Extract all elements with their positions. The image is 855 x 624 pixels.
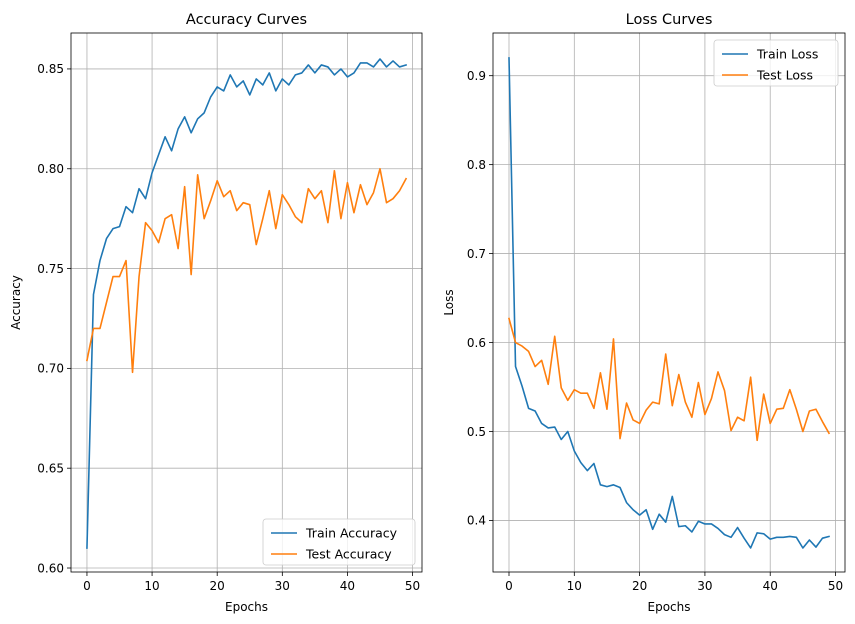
series-line-train-loss xyxy=(508,57,830,549)
accuracy-y-tick-label: 0.65 xyxy=(37,461,64,475)
loss-y-tick-label: 0.4 xyxy=(467,514,486,528)
accuracy-y-tick-label: 0.70 xyxy=(37,362,64,376)
accuracy-legend-box xyxy=(262,518,416,566)
accuracy-grid xyxy=(71,33,422,572)
loss-x-ticks: 0 10 20 30 40 50 xyxy=(505,572,843,593)
loss-y-axis-label: Loss xyxy=(442,289,456,315)
loss-y-ticks: 0.4 0.5 0.6 0.7 0.8 0.9 xyxy=(467,69,493,528)
accuracy-y-ticks: 0.60 0.65 0.70 0.75 0.80 0.85 xyxy=(37,62,71,575)
loss-grid xyxy=(493,33,845,572)
accuracy-plot-frame xyxy=(70,32,423,573)
legend-label-train-accuracy: Train Accuracy xyxy=(305,526,398,541)
accuracy-y-tick-label: 0.75 xyxy=(37,262,64,276)
loss-y-tick-label: 0.9 xyxy=(467,69,486,83)
accuracy-x-tick-label: 10 xyxy=(144,579,159,593)
accuracy-x-tick-label: 20 xyxy=(210,579,225,593)
accuracy-y-tick-label: 0.80 xyxy=(37,162,64,176)
loss-y-tick-label: 0.7 xyxy=(467,247,486,261)
loss-x-tick-label: 10 xyxy=(567,579,582,593)
series-line-test-accuracy xyxy=(86,167,408,374)
accuracy-legend: Train Accuracy Test Accuracy xyxy=(262,518,416,566)
accuracy-y-axis-label: Accuracy xyxy=(9,275,23,330)
loss-series-lines xyxy=(508,57,831,549)
legend-label-test-accuracy: Test Accuracy xyxy=(305,547,392,562)
legend-label-train-loss: Train Loss xyxy=(756,47,818,62)
accuracy-x-ticks: 0 10 20 30 40 50 xyxy=(83,572,420,593)
accuracy-chart-title: Accuracy Curves xyxy=(186,12,307,28)
accuracy-series-lines xyxy=(86,58,408,549)
loss-x-tick-label: 30 xyxy=(697,579,712,593)
loss-x-tick-label: 0 xyxy=(505,579,513,593)
series-line-train-accuracy xyxy=(86,58,408,549)
accuracy-x-tick-label: 40 xyxy=(340,579,355,593)
accuracy-y-tick-label: 0.85 xyxy=(37,62,64,76)
loss-chart-panel: 0 10 20 30 40 50 0.4 0.5 0.6 0.7 0.8 0.9 Loss Curv… xyxy=(442,12,846,614)
accuracy-y-tick-label: 0.60 xyxy=(37,561,64,575)
series-line-test-loss xyxy=(508,317,831,442)
accuracy-x-tick-label: 50 xyxy=(405,579,420,593)
legend-label-test-loss: Test Loss xyxy=(756,68,813,83)
accuracy-x-tick-label: 0 xyxy=(83,579,91,593)
loss-plot-frame xyxy=(492,32,846,573)
accuracy-x-tick-label: 30 xyxy=(275,579,290,593)
loss-y-tick-label: 0.5 xyxy=(467,425,486,439)
accuracy-x-axis-label: Epochs xyxy=(225,600,268,614)
loss-chart-title: Loss Curves xyxy=(626,12,713,28)
loss-x-axis-label: Epochs xyxy=(648,600,691,614)
loss-legend: Train Loss Test Loss xyxy=(713,39,839,87)
loss-y-tick-label: 0.6 xyxy=(467,336,486,350)
accuracy-chart-panel: 0 10 20 30 40 50 0.60 0.65 0.70 0.75 0.80 0.85 Acc… xyxy=(9,12,423,614)
loss-x-tick-label: 40 xyxy=(763,579,778,593)
loss-y-tick-label: 0.8 xyxy=(467,158,486,172)
loss-x-tick-label: 50 xyxy=(828,579,843,593)
loss-x-tick-label: 20 xyxy=(632,579,647,593)
